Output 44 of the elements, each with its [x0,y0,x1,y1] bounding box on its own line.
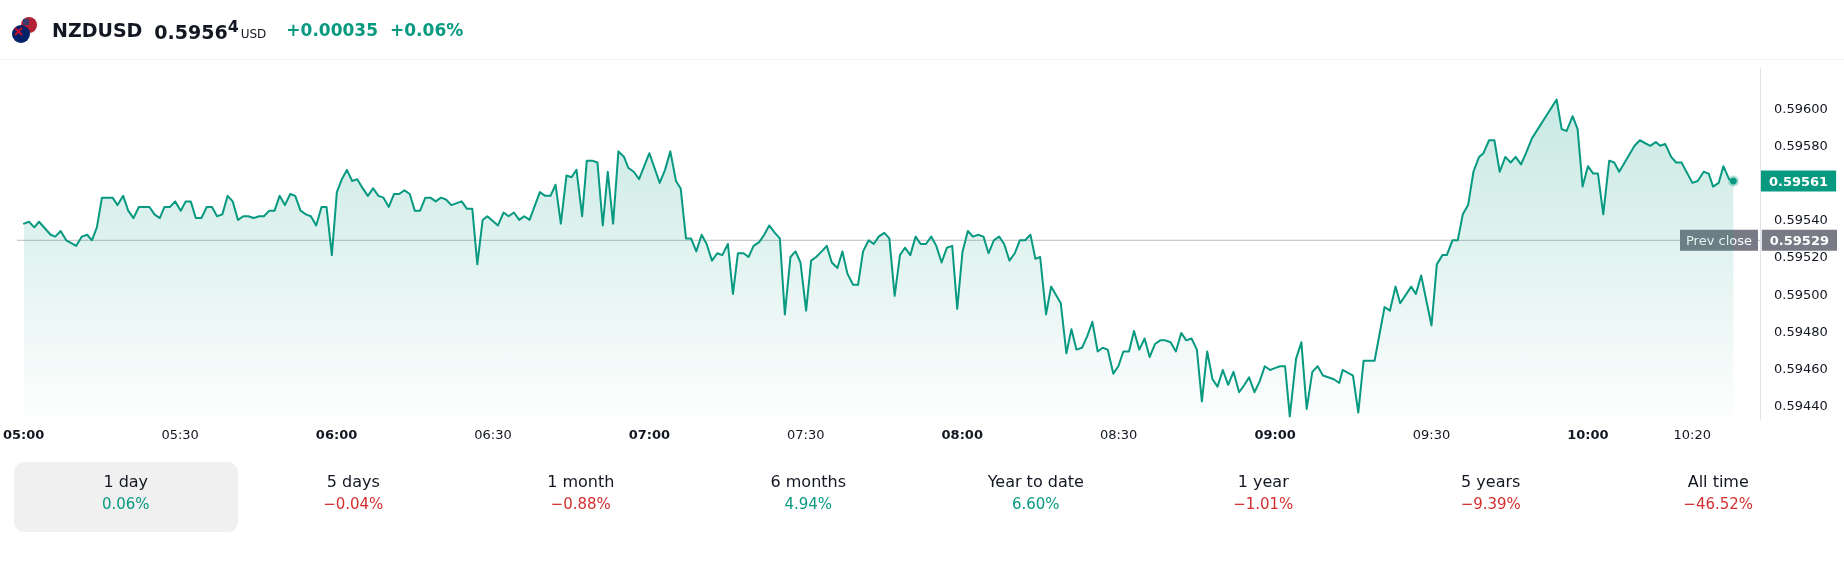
text: 4.94% [783,495,834,513]
x-tick-label: 09:30 [1412,427,1451,442]
x-tick-label: 07:00 [628,427,671,442]
text: 5 years [1460,472,1522,491]
y-tick-label: 0.59580 [1774,138,1828,154]
x-tick-label: 05:30 [161,427,199,442]
x-tick-label: 08:30 [1099,427,1138,442]
y-tick-label: 0.59440 [1774,397,1828,413]
text: −9.39% [1459,495,1522,513]
y-tick-label: 0.59600 [1774,101,1828,117]
text: 6.60% [1010,495,1061,513]
x-tick-label: 07:30 [787,427,825,442]
y-tick-label: 0.59500 [1774,286,1828,302]
y-tick-label: 0.59520 [1774,249,1828,265]
text: 0.06% [100,495,151,513]
x-tick-label: 08:00 [941,427,983,442]
text: −46.52% [1682,495,1755,513]
text: 1 day [102,472,150,491]
x-tick-label: 06:30 [474,427,512,442]
x-tick-label: 05:00 [2,427,45,442]
text: 0.59529 [1769,232,1830,248]
text: −0.88% [549,495,612,513]
text: Year to date [986,472,1085,491]
annotation: 0.59561 [1768,173,1829,189]
ref-line-label: Prev close [1686,232,1752,248]
x-tick-label: 10:20 [1673,427,1711,442]
x-tick-label: 09:00 [1254,427,1296,442]
text: 0.5956$^{4}$ [154,16,239,43]
y-tick-label: 0.59480 [1774,323,1828,339]
y-tick-label: 0.59460 [1774,360,1828,376]
text: 1 month [546,472,616,491]
y-tick-label: 0.59540 [1774,212,1828,228]
text: +0.06% [390,19,464,40]
text: 6 months [769,472,847,491]
chart-title: NZDUSD [52,18,143,41]
text: USD [240,26,267,41]
text: −0.04% [322,495,385,513]
x-tick-label: 06:00 [315,427,358,442]
text: All time [1686,472,1750,491]
text: +0.00035 [286,19,379,40]
x-tick-label: 10:00 [1567,427,1609,442]
text: 1 year [1236,472,1290,491]
text: −1.01% [1232,495,1295,513]
text: 5 days [325,472,381,491]
